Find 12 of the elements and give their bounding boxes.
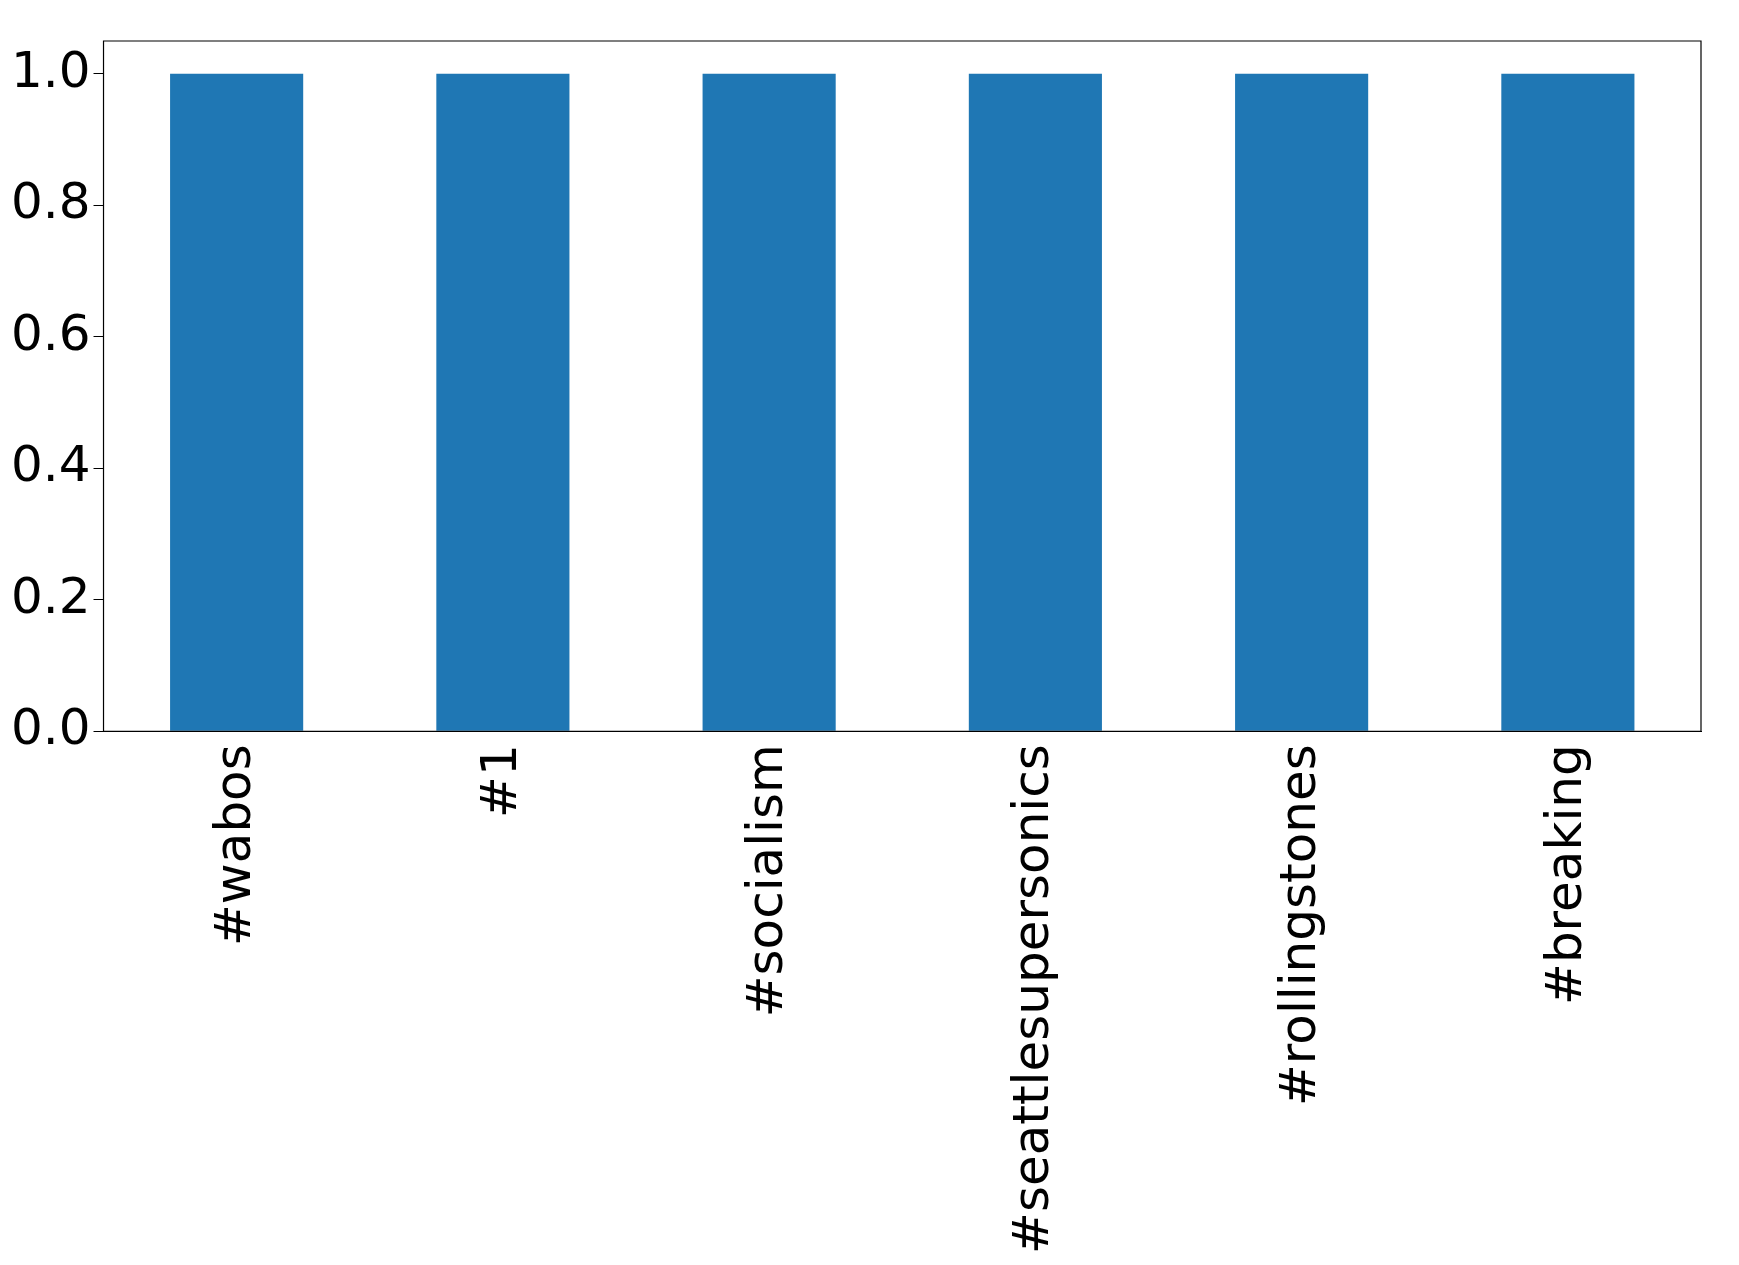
x-tick-label: #wabos [203, 744, 262, 947]
y-tick-label: 0.8 [10, 172, 91, 231]
y-tick-label: 0.4 [10, 435, 91, 494]
x-tick-label: #breaking [1534, 744, 1593, 1006]
x-tick-label: #rollingstones [1268, 744, 1327, 1107]
y-tick-label: 0.6 [10, 303, 91, 362]
x-tick-label: #1 [469, 744, 528, 818]
y-tick-label: 1.0 [10, 40, 91, 99]
y-tick-label: 0.2 [10, 566, 91, 625]
y-tick-label: 0.0 [10, 698, 91, 757]
x-tick-label: #seattlesupersonics [1002, 744, 1061, 1254]
x-tick-label: #socialism [736, 744, 795, 1018]
